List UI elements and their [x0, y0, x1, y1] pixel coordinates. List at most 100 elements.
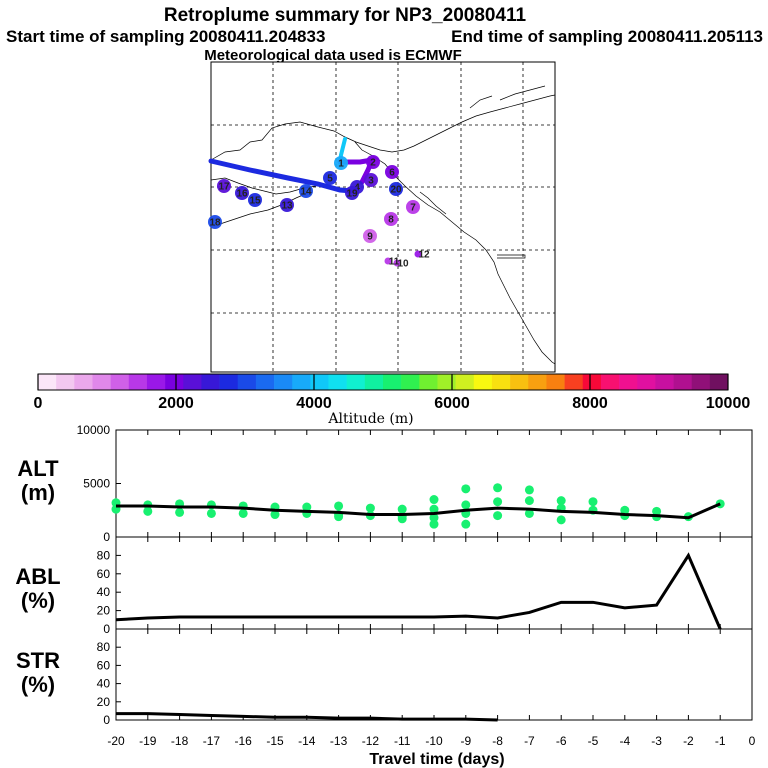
colorbar-swatch	[383, 374, 402, 390]
alt-point	[429, 519, 439, 529]
panel-alt: 0 5000 10000 ALT(m)	[17, 423, 753, 544]
colorbar-swatch	[655, 374, 674, 390]
alt-point	[429, 504, 439, 514]
colorbar-swatch	[310, 374, 329, 390]
colorbar-swatch	[56, 374, 75, 390]
map-marker-label: 14	[300, 187, 312, 198]
colorbar-swatch	[510, 374, 529, 390]
x-tick-label: -18	[171, 734, 189, 748]
map-marker-label: 3	[368, 176, 374, 187]
map-marker	[334, 156, 348, 170]
map-marker	[323, 171, 337, 185]
map-marker	[366, 155, 380, 169]
map-marker	[345, 186, 359, 200]
x-tick-label: -15	[266, 734, 284, 748]
colorbar-swatch	[183, 374, 202, 390]
x-tick-label: -9	[460, 734, 471, 748]
time-series-panels: 0500010000ALT(m)020406080ABL(%)020406080…	[15, 423, 755, 748]
colorbar-swatch	[619, 374, 638, 390]
colorbar-swatch	[473, 374, 493, 390]
map-marker-label: 11	[389, 257, 400, 268]
colorbar-swatch	[564, 374, 584, 390]
alt-point	[397, 504, 407, 514]
y-tick-label: 20	[97, 695, 111, 709]
colorbar-swatch	[219, 374, 239, 390]
alt-point	[175, 507, 185, 517]
y-tick-label: 80	[97, 548, 111, 562]
colorbar-tick-label: 4000	[296, 395, 332, 412]
colorbar-swatch	[637, 374, 656, 390]
colorbar-swatch	[74, 374, 93, 390]
str-line	[116, 712, 498, 722]
x-tick-label: 0	[749, 734, 756, 748]
coastlines	[210, 85, 556, 365]
x-tick-label: -5	[588, 734, 599, 748]
x-tick-label: -20	[107, 734, 125, 748]
colorbar-swatch	[274, 374, 293, 390]
map-marker-label: 5	[327, 174, 333, 185]
map-marker-label: 16	[236, 189, 248, 200]
x-tick-label: -2	[683, 734, 694, 748]
map-marker-label: 7	[410, 203, 416, 214]
y-tick-label: 20	[97, 604, 111, 618]
x-axis-label: Travel time (days)	[369, 751, 504, 768]
colorbar-swatch	[455, 374, 475, 390]
map-frame	[210, 61, 556, 373]
map-marker	[384, 257, 392, 265]
y-tick-label: 60	[97, 567, 111, 581]
x-tick-label: -13	[330, 734, 348, 748]
map-marker	[217, 179, 231, 193]
alt-point	[493, 511, 503, 521]
map-marker	[235, 186, 249, 200]
colorbar-swatch	[528, 374, 547, 390]
colorbar-label: Altitude (m)	[327, 411, 413, 427]
map-marker-label: 4	[354, 183, 360, 194]
map-marker-label: 13	[281, 201, 293, 212]
panel-label: ALT	[17, 456, 59, 481]
colorbar-tick-label: 6000	[434, 395, 470, 412]
figure-title: Retroplume summary for NP3_20080411	[164, 5, 527, 26]
colorbar-swatch	[146, 374, 166, 390]
colorbar-swatch	[600, 374, 620, 390]
x-tick-label: -12	[362, 734, 380, 748]
x-axis: -20 -19 -18 -17 -16 -15 -14 -13 -12 -11 -10 -9 -8 -7-…	[107, 734, 755, 748]
map-marker-label: 17	[218, 182, 230, 193]
panel-unit-label: (%)	[21, 672, 55, 697]
colorbar-swatch	[292, 374, 311, 390]
alt-median-line	[116, 502, 721, 520]
alt-point	[493, 497, 503, 507]
map-marker-label: 20	[390, 185, 402, 196]
y-tick-label: 10000	[77, 423, 111, 437]
alt-point	[493, 483, 503, 493]
alt-point	[556, 496, 566, 506]
map-marker-label: 6	[389, 168, 395, 179]
map-marker-label: 2	[370, 158, 376, 169]
map-marker-label: 19	[346, 189, 358, 200]
y-tick-label: 80	[97, 640, 111, 654]
map-marker	[406, 200, 420, 214]
alt-point	[461, 500, 471, 510]
map-marker-label: 9	[367, 232, 373, 243]
panel-label: STR	[16, 648, 60, 673]
y-tick-label: 40	[97, 677, 111, 691]
y-tick-label: 0	[103, 530, 110, 544]
colorbar-swatch	[201, 374, 220, 390]
colorbar-tick-label: 10000	[706, 395, 751, 412]
map-marker-label: 8	[388, 215, 394, 226]
colorbar-swatch	[128, 374, 148, 390]
y-tick-label: 60	[97, 658, 111, 672]
x-tick-label: -8	[492, 734, 503, 748]
alt-point	[143, 506, 153, 516]
map-marker-label: 18	[209, 218, 221, 229]
x-tick-label: -16	[235, 734, 253, 748]
map-marker	[393, 259, 401, 267]
trajectory-west	[208, 158, 355, 194]
colorbar-swatch	[691, 374, 711, 390]
map-marker	[414, 250, 422, 258]
alt-point	[461, 519, 471, 529]
colorbar-swatch	[328, 374, 347, 390]
colorbar-swatch	[673, 374, 692, 390]
alt-point	[588, 497, 598, 507]
